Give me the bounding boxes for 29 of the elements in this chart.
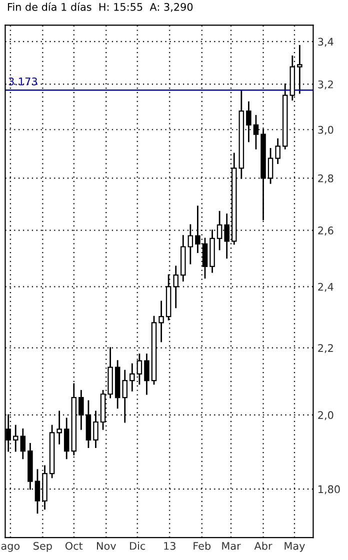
x-tick-label: Sep (34, 542, 52, 552)
y-tick-label: 1,80 (318, 485, 340, 494)
x-tick-label: May (284, 542, 305, 552)
x-tick-label: Nov (97, 542, 116, 550)
candlestick (12, 424, 18, 452)
candlestick (20, 428, 26, 460)
candlestick (275, 138, 280, 164)
ref-line-label: 3.173 (8, 78, 37, 86)
y-tick-label: 3,2 (318, 80, 333, 90)
x-tick-label: Dic (130, 542, 146, 550)
y-tick-label: 3,4 (318, 38, 334, 47)
y-tick-label: 2,6 (318, 226, 334, 236)
candlestick (158, 300, 164, 342)
candlestick (130, 363, 135, 392)
chart-title: Fin de día 1 días H: 15:55 A: 3,290 (8, 2, 193, 12)
y-tick-label: 2,8 (318, 174, 334, 184)
y-tick-label: 2,2 (318, 344, 333, 354)
x-tick-label: Abr (254, 542, 272, 550)
y-tick-label: 3,0 (318, 126, 334, 135)
x-tick-label: 13 (164, 542, 176, 550)
y-tick-label: 2,4 (318, 282, 334, 292)
x-tick-label: Oct (65, 542, 83, 550)
x-tick-label: Mar (222, 542, 241, 550)
x-tick-label: ago (1, 544, 20, 552)
candlestick (56, 410, 62, 444)
candlestick (64, 418, 70, 460)
x-tick-label: Feb (194, 542, 211, 550)
y-tick-label: 2,0 (318, 411, 334, 420)
candlestick (144, 354, 150, 395)
